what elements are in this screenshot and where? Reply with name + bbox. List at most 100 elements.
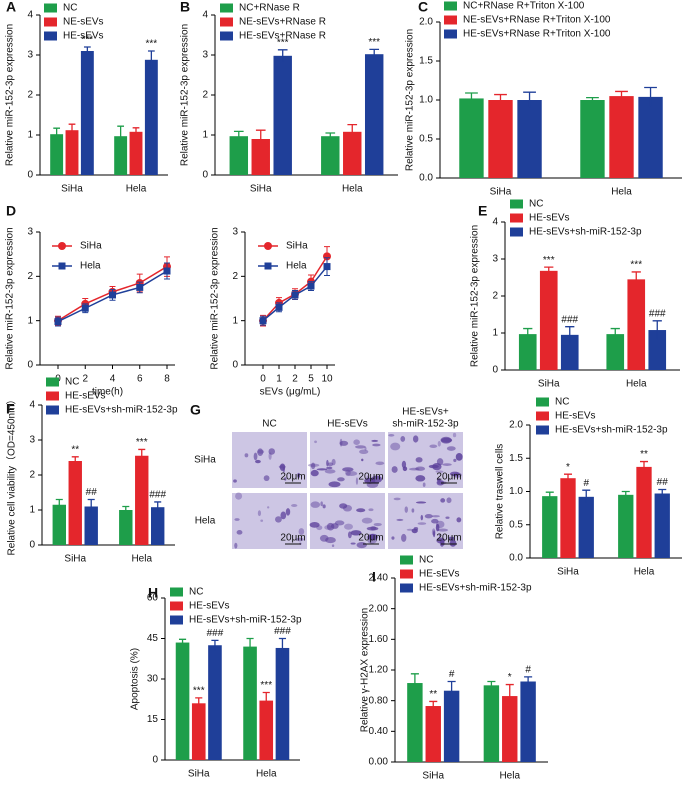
y-tick-label: 2.0: [419, 17, 433, 28]
y-tick-label: 2: [27, 271, 33, 282]
cell: [373, 522, 382, 527]
error-bar: [582, 489, 591, 504]
cell: [359, 449, 369, 455]
error-bar: [255, 129, 266, 148]
bar: [654, 493, 670, 558]
cell: [263, 475, 270, 482]
y-tick-label: 3: [232, 227, 238, 238]
y-tick-label: 0: [202, 170, 208, 181]
cell: [327, 462, 334, 467]
significance-label: ***: [193, 686, 205, 697]
legend-label: NC: [65, 377, 79, 388]
legend-swatch: [536, 425, 549, 435]
cell: [280, 511, 287, 520]
scale-bar-label: 20μm: [436, 472, 461, 483]
error-bar: [178, 638, 187, 646]
panel-label: H: [148, 585, 158, 601]
row-label: Hela: [195, 516, 216, 527]
bar: [364, 54, 384, 176]
x-tick-label: Hela: [126, 184, 147, 195]
error-bar: [233, 130, 244, 141]
legend-swatch: [536, 411, 549, 421]
y-tick-label: 30: [147, 674, 159, 685]
cell: [428, 464, 439, 469]
cell: [436, 458, 444, 466]
cell: [307, 463, 320, 467]
cell: [372, 443, 381, 447]
error-bar: [524, 676, 533, 687]
significance-label: ###: [274, 626, 291, 637]
legend-label: Hela: [286, 261, 307, 272]
error-bar: [429, 700, 438, 711]
x-tick-label: Hela: [611, 187, 632, 198]
y-tick-label: 1: [202, 130, 208, 141]
cell: [268, 452, 272, 460]
cell: [415, 501, 427, 504]
error-bar: [447, 680, 456, 700]
cell: [234, 518, 240, 521]
cell: [298, 528, 305, 535]
column-label: NC: [262, 419, 276, 430]
cell: [284, 477, 287, 481]
scale-bar-label: 20μm: [358, 533, 383, 544]
significance-label: ##: [86, 487, 98, 498]
error-bar: [615, 90, 628, 101]
error-bar: [71, 456, 79, 466]
error-bar: [154, 501, 162, 513]
legend-label: NE-sEVs+RNase R+Triton X-100: [463, 15, 611, 26]
bar: [175, 642, 190, 760]
y-tick-label: 2.00: [369, 603, 389, 614]
error-bar: [523, 91, 536, 108]
y-tick-label: 0.00: [369, 757, 389, 768]
legend-swatch: [510, 227, 523, 237]
y-axis-label: Relative miR-152-3p expression: [180, 24, 191, 166]
micrograph: [232, 493, 307, 549]
legend-swatch: [220, 17, 233, 27]
panel-label: G: [190, 402, 201, 418]
cell: [361, 517, 373, 524]
bar: [229, 136, 249, 175]
significance-label: ###: [561, 314, 578, 325]
legend-label: HE-sEVs: [65, 391, 106, 402]
micrograph: [232, 432, 307, 488]
cell: [370, 533, 375, 540]
bar: [459, 98, 484, 178]
cell: [406, 528, 414, 531]
error-bar: [369, 48, 380, 59]
y-tick-label: 1.0: [509, 486, 523, 497]
bar: [208, 645, 222, 760]
y-tick-label: 2.40: [369, 573, 389, 584]
cell: [400, 435, 406, 442]
y-tick-label: 2: [202, 90, 208, 101]
cell: [455, 453, 463, 461]
bar: [343, 131, 362, 175]
legend-label: HE-sEVs: [529, 213, 570, 224]
significance-label: ***: [82, 35, 94, 46]
x-axis-label: sEVs (μg/mL): [260, 387, 321, 398]
error-bar: [117, 125, 125, 147]
error-bar: [87, 498, 95, 514]
cell: [439, 538, 445, 547]
bar: [609, 96, 634, 178]
cell: [422, 482, 426, 487]
cell: [361, 458, 364, 462]
y-tick-label: 45: [147, 633, 159, 644]
legend-label: HE-sEVs: [419, 569, 460, 580]
cell: [235, 492, 243, 500]
legend-swatch: [400, 583, 413, 593]
cell: [331, 544, 335, 548]
legend-swatch: [444, 29, 457, 39]
scale-bar-label: 20μm: [280, 533, 305, 544]
scale-bar-label: 20μm: [280, 472, 305, 483]
y-axis-label: Relative miR-152-3p expression: [405, 29, 416, 171]
y-axis-label: Relative miR-152-3p expression: [470, 225, 481, 367]
y-tick-label: 1.5: [419, 56, 433, 67]
x-tick-label: 5: [308, 374, 314, 385]
scale-bar-label: 20μm: [358, 472, 383, 483]
legend-swatch: [510, 199, 523, 209]
bar: [243, 646, 257, 760]
y-tick-label: 0: [27, 360, 33, 371]
cell: [355, 477, 359, 485]
cell: [324, 469, 336, 474]
error-bar: [545, 491, 554, 501]
